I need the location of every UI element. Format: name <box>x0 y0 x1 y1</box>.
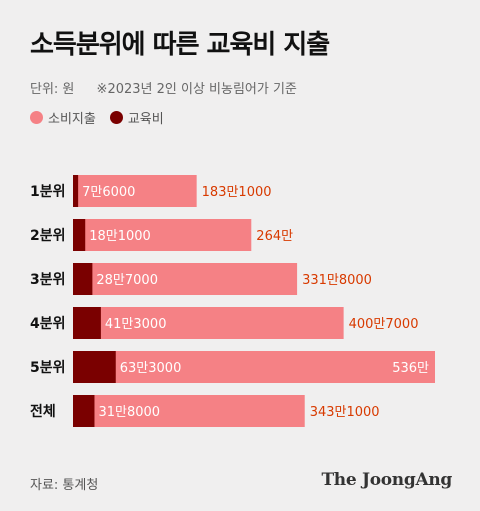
consumption-value-label: 331만8000 <box>302 273 372 288</box>
education-value-label: 28만7000 <box>96 273 158 288</box>
consumption-bar <box>73 395 305 427</box>
consumption-bar <box>73 351 435 383</box>
consumption-bar <box>73 263 298 295</box>
legend-swatch-education <box>109 111 123 124</box>
legend-item-consumption: 소비지출 <box>30 108 96 127</box>
education-bar <box>73 307 101 339</box>
education-value-label: 63만3000 <box>120 361 182 376</box>
chart-subtitle: 단위: 원 ※2023년 2인 이상 비농림어가 기준 <box>30 78 297 97</box>
category-label: 4분위 <box>30 316 66 332</box>
category-label: 전체 <box>30 403 56 420</box>
education-bar <box>73 263 93 295</box>
unit-label: 단위: 원 <box>30 82 75 97</box>
consumption-value-label: 536만 <box>392 361 429 376</box>
consumption-value-label: 400만7000 <box>349 317 419 332</box>
legend-swatch-consumption <box>30 111 43 124</box>
category-label: 3분위 <box>30 272 66 288</box>
category-label: 5분위 <box>30 360 66 376</box>
consumption-bar <box>73 219 252 251</box>
category-label: 2분위 <box>30 228 66 244</box>
education-value-label: 41만3000 <box>105 317 167 332</box>
education-bar <box>73 395 95 427</box>
education-value-label: 7만6000 <box>82 185 135 200</box>
legend-label-education: 교육비 <box>127 112 164 127</box>
education-bar <box>73 351 116 383</box>
education-bar <box>73 175 79 207</box>
education-bar <box>73 219 86 251</box>
category-label: 1분위 <box>30 184 66 200</box>
consumption-bar <box>73 175 197 207</box>
education-value-label: 31만8000 <box>98 405 160 420</box>
legend: 소비지출 교육비 <box>30 108 164 127</box>
consumption-value-label: 183만1000 <box>202 185 272 200</box>
basis-note: ※2023년 2인 이상 비농림어가 기준 <box>96 82 297 97</box>
brand-logo: The JoongAng <box>321 470 452 490</box>
consumption-bar <box>73 307 344 339</box>
education-value-label: 18만1000 <box>89 229 151 244</box>
legend-item-education: 교육비 <box>109 108 164 127</box>
legend-label-consumption: 소비지출 <box>48 112 96 127</box>
chart-title: 소득분위에 따른 교육비 지출 <box>30 30 330 60</box>
consumption-value-label: 264만 <box>256 229 293 244</box>
source-text: 자료: 통계청 <box>30 478 99 493</box>
consumption-value-label: 343만1000 <box>310 405 380 420</box>
